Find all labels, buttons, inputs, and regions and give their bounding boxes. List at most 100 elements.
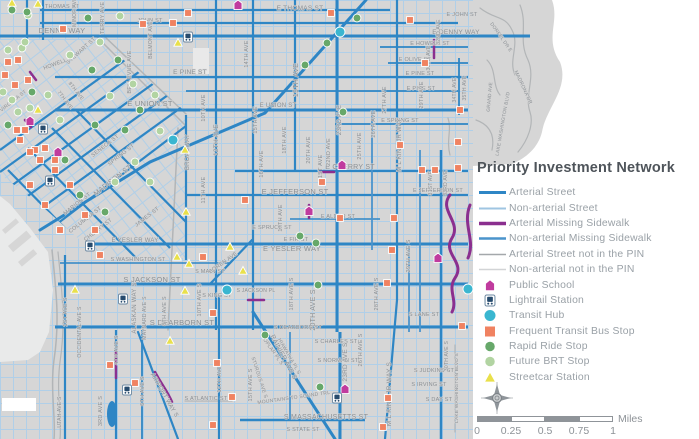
street-label: E FIR ST bbox=[284, 237, 309, 243]
street-label: 14TH AVE bbox=[244, 40, 250, 67]
legend-item-1: Non-arterial Street bbox=[477, 200, 697, 215]
bus-marker-icon bbox=[379, 423, 387, 431]
streetcar-marker-icon bbox=[180, 285, 190, 295]
bus-marker-icon bbox=[184, 9, 192, 17]
lightrail-marker-icon bbox=[183, 31, 193, 43]
street-label: OCCIDENTAL AVE S bbox=[77, 306, 83, 358]
rapid-marker-icon bbox=[75, 190, 85, 200]
streetcar-marker-icon bbox=[33, 104, 43, 114]
bus-marker-icon bbox=[383, 279, 391, 287]
street-label: 4TH AVE S bbox=[114, 335, 120, 365]
bus-marker-icon bbox=[59, 25, 67, 33]
square-swatch-icon bbox=[485, 326, 495, 337]
lightrail-marker-icon bbox=[484, 294, 496, 307]
arterial-streets bbox=[0, 0, 530, 439]
street-line bbox=[208, 238, 254, 286]
street-label: 32ND AVE bbox=[436, 19, 442, 45]
school-marker-icon bbox=[233, 0, 243, 11]
bus-marker-icon bbox=[26, 181, 34, 189]
scale-tick-label: 1 bbox=[610, 425, 616, 437]
bus-marker-icon bbox=[241, 196, 249, 204]
bus-marker-icon bbox=[1, 71, 9, 79]
street-label: 10TH AVE bbox=[201, 94, 207, 121]
street-label: E THOMAS ST bbox=[277, 5, 324, 12]
legend: Priority Investment Network Arterial Str… bbox=[477, 160, 697, 385]
street-label: S JACKSON ST bbox=[123, 275, 180, 284]
street-label: 21ST AVE bbox=[318, 154, 324, 181]
legend-item-3: Non-arterial Missing Sidewalk bbox=[477, 231, 697, 246]
legend-item-12: Streetcar Station bbox=[477, 370, 697, 385]
street-label: LAKE WASHINGTON BLVD S bbox=[454, 353, 460, 423]
street-label: 23RD AVE S bbox=[342, 342, 349, 382]
legend-item-label: Arterial Street not in the PIN bbox=[509, 248, 645, 260]
bus-marker-icon bbox=[91, 226, 99, 234]
brt-marker-icon bbox=[155, 126, 165, 136]
rapid-marker-icon bbox=[22, 7, 32, 17]
scale-bar-segments: Miles bbox=[477, 413, 687, 425]
hub-marker-icon bbox=[334, 26, 346, 38]
street-label: 11TH AVE bbox=[201, 176, 207, 203]
street-label: S JUDKINS ST bbox=[414, 368, 455, 374]
street-label: S JACKSON PL bbox=[237, 288, 276, 294]
piers bbox=[2, 218, 38, 267]
stadium-block bbox=[2, 398, 36, 411]
street-label: E UNION ST bbox=[260, 103, 297, 109]
street-label: S MASSACHUSETTS ST bbox=[284, 414, 369, 421]
school-marker-icon bbox=[433, 252, 443, 264]
street-label: E SPRUCE ST bbox=[252, 225, 292, 231]
rail-yard-oval bbox=[107, 401, 117, 427]
street-label: 29TH AVE S bbox=[406, 239, 412, 272]
scale-tick-label: 0.75 bbox=[568, 425, 590, 437]
lightrail-marker-icon bbox=[45, 175, 55, 187]
brt-marker-icon bbox=[3, 45, 13, 55]
scale-segment bbox=[545, 415, 579, 422]
rapid-marker-icon bbox=[352, 13, 362, 23]
streetcar-marker-icon bbox=[184, 258, 194, 268]
bus-marker-icon bbox=[418, 166, 426, 174]
legend-item-label: Public School bbox=[509, 279, 575, 291]
school-marker-icon bbox=[337, 159, 347, 171]
street-label: 35TH AVE bbox=[462, 75, 468, 100]
legend-item-label: Frequent Transit Bus Stop bbox=[509, 325, 635, 337]
legend-item-label: Non-arterial Street bbox=[509, 202, 598, 214]
bus-marker-icon bbox=[213, 359, 221, 367]
street-label: 27TH AVE bbox=[382, 86, 388, 113]
bus-marker-icon bbox=[209, 309, 217, 317]
bus-marker-icon bbox=[41, 201, 49, 209]
street-label: E SPRING ST bbox=[381, 118, 419, 124]
street-label: BELMONT AVE bbox=[148, 21, 154, 59]
street-label: S ATLANTIC ST bbox=[185, 396, 228, 402]
bus-marker-icon bbox=[51, 166, 59, 174]
bus-marker-icon bbox=[24, 76, 32, 84]
street-label: MAYNARD AVE S bbox=[142, 296, 148, 340]
missing-sidewalk-line bbox=[465, 203, 473, 260]
brt-marker-icon bbox=[7, 95, 17, 105]
rapid-marker-icon bbox=[113, 55, 123, 65]
street-label: E JOHN ST bbox=[447, 12, 478, 18]
elliott-bay-water bbox=[0, 196, 53, 362]
legend-item-2: Arterial Missing Sidewalk bbox=[477, 216, 697, 231]
bus-marker-icon bbox=[11, 81, 19, 89]
scale-tick-label: 0.5 bbox=[537, 425, 553, 437]
bus-marker-icon bbox=[454, 164, 462, 172]
rapid-marker-icon bbox=[83, 13, 93, 23]
legend-item-label: Non-arterial not in the PIN bbox=[509, 264, 635, 276]
street-label: 3RD AVE S bbox=[98, 396, 104, 426]
bus-marker-icon bbox=[388, 246, 396, 254]
street-label: TERRY AVE bbox=[100, 2, 106, 35]
bus-marker-icon bbox=[199, 253, 207, 261]
bus-marker-icon bbox=[66, 181, 74, 189]
not-in-pin-line bbox=[475, 119, 494, 151]
street-label: 22ND AVE bbox=[326, 138, 332, 166]
legend-item-10: Rapid Ride Stop bbox=[477, 339, 697, 354]
bus-marker-icon bbox=[169, 19, 177, 27]
line-swatch-icon bbox=[479, 253, 506, 255]
street-line bbox=[383, 298, 399, 439]
streetcar-marker-icon bbox=[181, 206, 191, 216]
street-label: JOHN ST bbox=[137, 18, 163, 24]
legend-item-label: Transit Hub bbox=[509, 310, 565, 322]
street-label: E UNION ST bbox=[127, 99, 173, 108]
bus-marker-icon bbox=[336, 214, 344, 222]
lightrail-marker-icon bbox=[38, 123, 48, 135]
legend-item-0: Arterial Street bbox=[477, 185, 697, 200]
